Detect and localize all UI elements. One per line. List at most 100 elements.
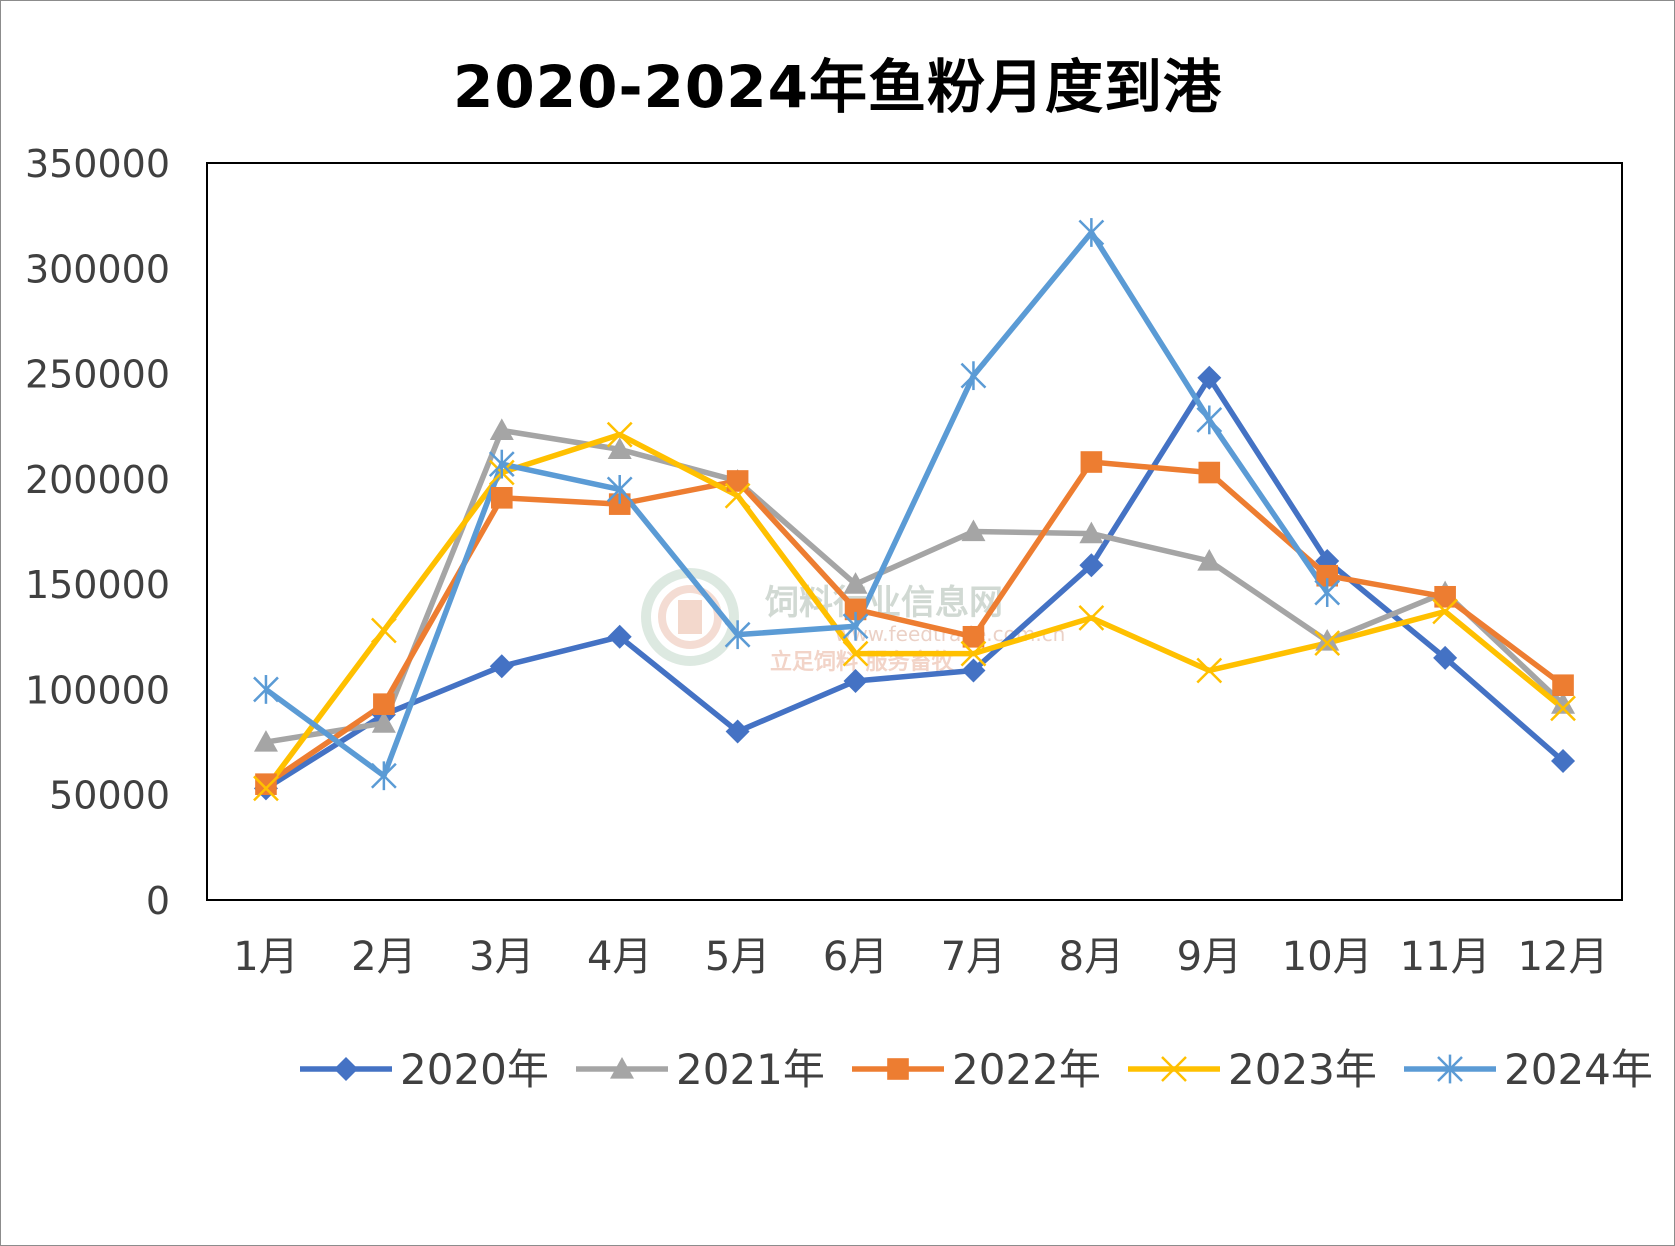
data-point-x [253,775,279,802]
data-point-x [1196,657,1223,684]
legend-item: 2020年 [300,1045,549,1094]
x-tick-label: 1月 [233,934,298,980]
data-point-star [724,620,751,650]
data-point-diamond [1079,553,1104,578]
legend-label: 2021年 [676,1045,825,1094]
data-point-triangle [1079,521,1104,544]
x-axis-ticks: 1月 2月 3月 4月 5月 6月 7月 8月 9月 10月 11月 12月 [233,934,1608,980]
data-point-square [962,625,985,648]
y-tick-label: 100000 [25,668,170,712]
y-tick-label: 200000 [25,458,170,502]
x-tick-label: 9月 [1177,934,1242,980]
x-tick-label: 11月 [1400,934,1491,980]
data-point-x [724,482,751,509]
data-point-x [842,640,869,667]
x-tick-label: 5月 [705,934,770,980]
data-point-square [373,693,395,715]
data-point-star [842,611,869,641]
data-point-x [606,421,633,448]
data-point-star [1196,405,1223,435]
y-axis-ticks: 0 50000 100000 150000 200000 250000 300000 3500… [25,142,170,923]
x-tick-label: 4月 [587,934,652,980]
data-point-diamond [843,669,868,694]
data-point-x [1314,630,1341,656]
data-point-x [1550,695,1576,722]
data-point-triangle [610,1057,634,1079]
legend: 2020年 2021年 2022年 2023年 2024年 [300,1045,1653,1094]
plot-area [206,162,1623,901]
data-point-square [1434,585,1456,608]
data-point-square [887,1058,909,1080]
data-point-star [370,761,397,791]
series-line-1 [265,427,1565,745]
x-tick-label: 8月 [1059,934,1124,980]
legend-item: 2021年 [576,1045,825,1094]
legend-item: 2024年 [1404,1045,1653,1094]
data-point-star [488,449,515,479]
data-point-x [370,617,397,644]
legend-label: 2023年 [1228,1045,1377,1094]
data-point-x [1078,604,1105,631]
data-point-triangle [961,519,986,542]
data-point-star [606,474,633,504]
data-point-square [726,470,749,492]
x-tick-label: 6月 [823,934,888,980]
data-point-diamond [1433,645,1458,670]
y-tick-label: 150000 [25,563,170,607]
data-point-triangle [1197,548,1222,571]
x-tick-label: 12月 [1518,934,1609,980]
legend-item: 2023年 [1128,1045,1377,1094]
x-tick-label: 2月 [351,934,416,980]
series-line-3 [263,431,1565,791]
data-point-square [844,598,867,621]
data-point-diamond [1551,749,1576,774]
data-point-x [960,640,987,667]
data-point-triangle [253,730,278,752]
data-point-triangle [843,572,868,594]
y-tick-label: 300000 [25,247,170,291]
data-point-square [1552,674,1574,697]
data-point-star [1314,578,1341,607]
data-point-x [1161,1056,1187,1082]
y-tick-label: 250000 [25,353,170,397]
series-line-2 [264,459,1565,787]
legend-label: 2024年 [1504,1045,1653,1094]
data-point-diamond [725,719,750,744]
series-markers [253,218,1576,802]
chart-title: 2020-2024年鱼粉月度到港 [453,53,1222,121]
data-point-diamond [334,1057,358,1081]
data-point-square [490,487,513,509]
data-point-x [1432,598,1459,625]
watermark-logo-icon [641,568,739,666]
data-point-star [1078,218,1105,247]
data-point-square [1316,564,1339,587]
data-point-star [253,675,279,704]
legend-label: 2020年 [400,1045,549,1094]
series-line-4 [264,229,1330,779]
data-point-triangle [1551,692,1576,714]
data-point-square [608,493,631,515]
data-point-triangle [607,437,632,459]
y-tick-label: 350000 [25,142,170,186]
data-point-triangle [1315,628,1340,651]
x-tick-label: 3月 [469,934,534,980]
data-point-star [960,361,987,391]
y-tick-label: 0 [146,879,170,923]
series-lines [263,229,1565,791]
x-tick-label: 10月 [1282,934,1373,980]
data-point-diamond [961,658,986,683]
data-point-square [1080,451,1103,473]
data-point-diamond [1197,365,1222,390]
data-point-diamond [607,624,632,649]
data-point-square [255,773,277,795]
data-point-square [1198,461,1221,484]
data-point-triangle [371,711,396,733]
data-point-star [1437,1054,1463,1084]
data-point-diamond [489,654,514,679]
y-tick-label: 50000 [49,774,170,818]
x-tick-label: 7月 [941,934,1006,980]
legend-label: 2022年 [952,1045,1101,1094]
data-point-triangle [489,418,514,441]
legend-item: 2022年 [852,1045,1101,1094]
